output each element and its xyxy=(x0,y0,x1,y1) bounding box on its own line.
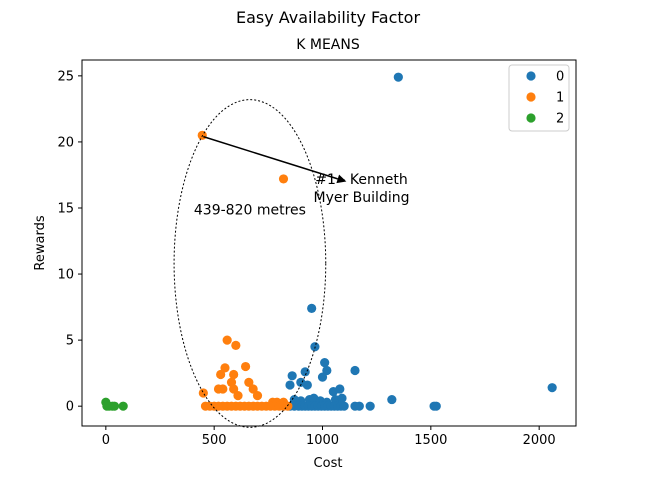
legend-marker-2 xyxy=(526,113,536,123)
scatter-point-cluster-1 xyxy=(233,391,243,401)
legend-label: 1 xyxy=(556,91,564,106)
y-tick-label: 15 xyxy=(57,201,74,216)
scatter-point-cluster-0 xyxy=(337,393,347,403)
scatter-point-cluster-2 xyxy=(118,401,128,411)
annotation-text: Myer Building xyxy=(314,190,410,206)
scatter-point-cluster-1 xyxy=(244,377,254,387)
x-tick-label: 2000 xyxy=(523,433,556,448)
scatter-point-cluster-1 xyxy=(240,361,251,372)
scatter-point-cluster-1 xyxy=(198,388,208,398)
scatter-point-cluster-0 xyxy=(354,401,364,411)
annotations: #1 - Kenneth Myer Building 439-820 metres xyxy=(173,99,410,428)
scatter-point-cluster-0 xyxy=(339,401,349,411)
scatter-point-cluster-0 xyxy=(350,365,360,376)
scatter-point-cluster-1 xyxy=(229,384,239,394)
scatter-point-cluster-1 xyxy=(220,363,230,373)
scatter-point-cluster-0 xyxy=(317,372,328,382)
scatter-point-cluster-0 xyxy=(302,380,312,390)
scatter-point-cluster-0 xyxy=(547,383,557,393)
y-tick-label: 5 xyxy=(66,334,74,349)
legend: 0 1 2 xyxy=(508,64,570,132)
arrow-head xyxy=(336,174,347,184)
scatter-point-cluster-1 xyxy=(252,391,263,401)
scatter-point-cluster-0 xyxy=(287,371,297,381)
legend-label: 0 xyxy=(556,70,564,85)
y-tick-label: 25 xyxy=(57,69,74,84)
scatter-point-cluster-0 xyxy=(307,303,317,314)
x-axis-label: Cost xyxy=(314,456,343,471)
annotation-text: #1 - Kenneth xyxy=(315,172,407,188)
chart-title: Easy Availability Factor xyxy=(236,8,421,27)
scatter-point-cluster-1 xyxy=(231,340,241,351)
scatter-point-cluster-0 xyxy=(320,357,330,368)
scatter-point-cluster-0 xyxy=(393,72,403,82)
scatter-point-cluster-1 xyxy=(216,369,226,380)
legend-marker-1 xyxy=(526,92,536,102)
scatter-point-cluster-0 xyxy=(322,365,332,376)
scatter-point-cluster-1 xyxy=(218,384,228,394)
scatter-point-cluster-0 xyxy=(300,367,310,377)
scatter-point-cluster-0 xyxy=(285,380,295,390)
distance-ellipse xyxy=(173,99,327,428)
chart-subtitle: K MEANS xyxy=(296,37,360,53)
scatter-point-cluster-1 xyxy=(248,384,258,394)
x-tick-label: 1500 xyxy=(414,433,447,448)
scatter-point-cluster-0 xyxy=(335,384,345,394)
annotation-arrow xyxy=(203,135,338,180)
x-tick-label: 500 xyxy=(202,433,227,448)
legend-box xyxy=(508,64,570,132)
scatter-point-cluster-1 xyxy=(229,369,239,380)
plot-frame xyxy=(81,59,577,427)
axis-ticks: 0 500 1000 1500 2000 0 5 10 15 20 25 xyxy=(57,69,555,448)
scatter-point-cluster-0 xyxy=(365,401,375,411)
scatter-point-cluster-1 xyxy=(278,174,289,184)
scatter-point-cluster-1 xyxy=(283,401,293,411)
legend-marker-0 xyxy=(526,71,536,81)
x-tick-label: 1000 xyxy=(306,433,339,448)
data-points xyxy=(101,72,557,411)
scatter-point-cluster-0 xyxy=(387,394,397,405)
annotation-text: 439-820 metres xyxy=(194,203,306,219)
scatter-point-cluster-2 xyxy=(109,401,120,411)
scatter-point-cluster-1 xyxy=(222,335,232,345)
y-tick-label: 10 xyxy=(57,268,74,283)
scatter-point-cluster-0 xyxy=(431,401,441,411)
x-tick-label: 0 xyxy=(102,433,110,448)
y-axis-label: Rewards xyxy=(33,215,48,270)
legend-label: 2 xyxy=(556,112,564,127)
y-tick-label: 20 xyxy=(57,135,74,150)
y-tick-label: 0 xyxy=(66,400,74,415)
